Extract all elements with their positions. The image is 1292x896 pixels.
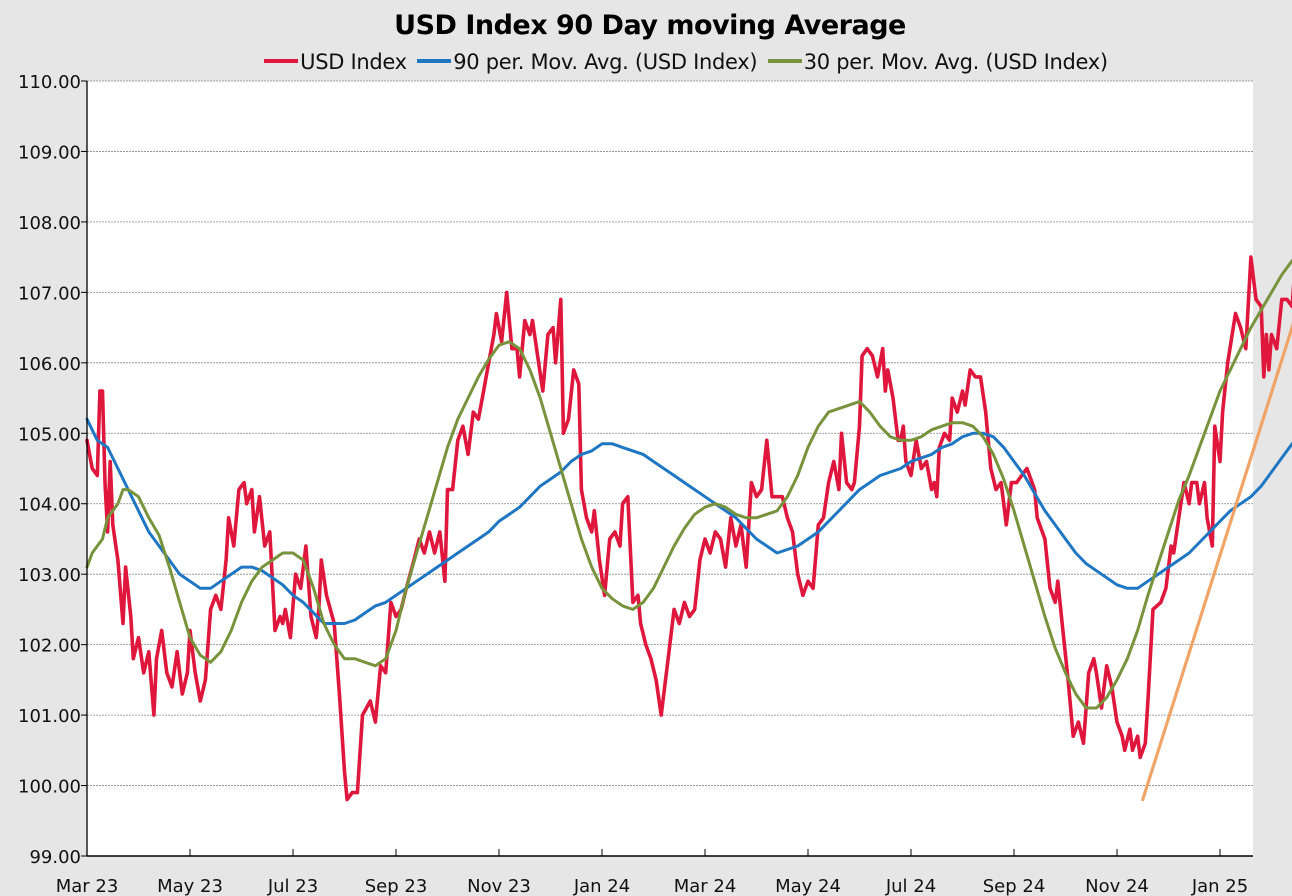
y-axis-ticks: 99.00 100.00 101.00 102.00 103.00 104.00 105.0… (18, 72, 87, 868)
legend-label-30-ma: 30 per. Mov. Avg. (USD Index) (803, 50, 1108, 74)
x-tick-label: Mar 23 (56, 876, 119, 896)
x-tick-label: Sep 23 (365, 876, 428, 896)
legend-swatch-30-ma (767, 59, 802, 63)
y-tick-label: 104.00 (18, 495, 81, 516)
x-tick-label: Jan 25 (1191, 876, 1248, 896)
legend-item-usd-index: USD Index (264, 50, 407, 74)
legend-item-30-ma: 30 per. Mov. Avg. (USD Index) (767, 50, 1108, 74)
x-tick-label: May 24 (775, 876, 841, 896)
y-tick-label: 101.00 (18, 706, 81, 727)
legend-swatch-usd-index (264, 59, 299, 63)
chart-title: USD Index 90 Day moving Average (394, 10, 906, 41)
legend-label-90-ma: 90 per. Mov. Avg. (USD Index) (453, 50, 758, 74)
y-tick-label: 108.00 (18, 213, 81, 234)
series-line-usd-index (85, 255, 1292, 802)
y-tick-label: 109.00 (18, 142, 81, 163)
x-tick-label: Mar 24 (674, 876, 737, 896)
x-tick-label: Nov 23 (467, 876, 531, 896)
y-tick-label: 107.00 (18, 283, 81, 304)
x-axis-ticks: Mar 23 May 23 Jul 23 Sep 23 Nov 23 Jan 24 Mar … (56, 849, 1248, 896)
annotations (1141, 322, 1292, 802)
x-tick-label: Jul 23 (267, 876, 318, 896)
series-line-30-ma (85, 258, 1292, 710)
series-lines (85, 255, 1292, 802)
x-tick-label: Jul 24 (885, 876, 936, 896)
legend-item-90-ma: 90 per. Mov. Avg. (USD Index) (417, 50, 758, 74)
plot-area (87, 81, 1253, 856)
y-tick-label: 103.00 (18, 565, 81, 586)
x-tick-label: May 23 (157, 876, 223, 896)
y-tick-label: 110.00 (18, 72, 81, 93)
x-tick-label: Jan 24 (573, 876, 630, 896)
legend: USD Index 90 per. Mov. Avg. (USD Index) … (0, 50, 1292, 74)
y-tick-label: 99.00 (29, 847, 81, 868)
legend-swatch-90-ma (417, 59, 452, 63)
series-line-90-ma (85, 417, 1292, 625)
x-tick-label: Nov 24 (1085, 876, 1149, 896)
y-tick-label: 106.00 (18, 354, 81, 375)
trend-arrow-line (1141, 322, 1292, 802)
legend-label-usd-index: USD Index (300, 50, 407, 74)
y-tick-label: 105.00 (18, 424, 81, 445)
y-tick-label: 102.00 (18, 636, 81, 657)
x-tick-label: Sep 24 (983, 876, 1046, 896)
y-tick-label: 100.00 (18, 777, 81, 798)
